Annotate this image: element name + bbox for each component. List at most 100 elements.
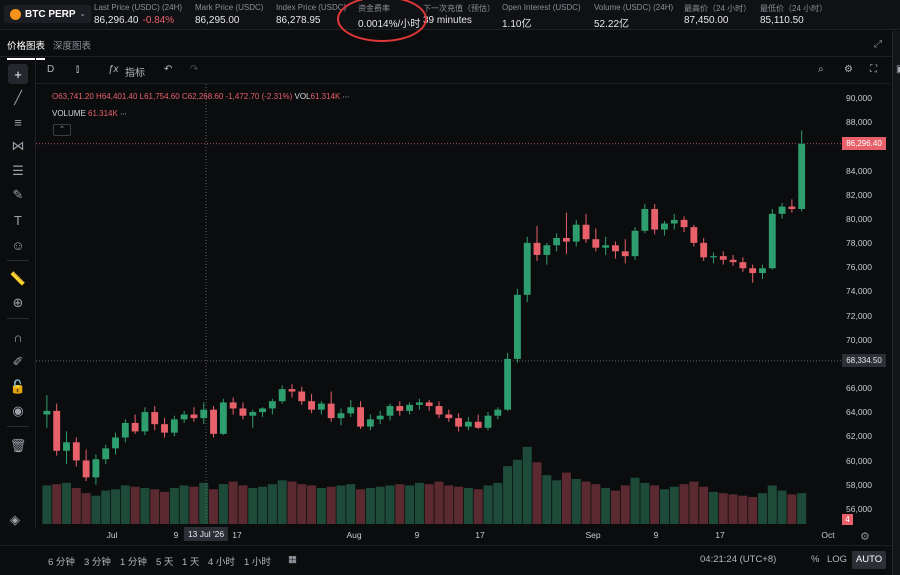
gear-icon[interactable]: ⚙ bbox=[844, 64, 853, 75]
volume-value: 61.314K bbox=[88, 109, 118, 118]
stat-mark-price: Mark Price (USDC) 86,295.00 bbox=[195, 3, 264, 26]
undo-icon[interactable]: ↶ bbox=[164, 64, 173, 75]
market-stats-bar: BTC PERP ⌄ Last Price (USDC) (24H) 86,29… bbox=[0, 0, 900, 42]
magnet-icon[interactable]: ∩ bbox=[13, 329, 23, 345]
price-tick-label: 62,000 bbox=[846, 431, 872, 442]
volume-bar bbox=[120, 485, 130, 524]
volume-bar bbox=[630, 477, 640, 524]
volume-bar bbox=[326, 486, 336, 524]
lock-drawing-icon[interactable]: ✐ bbox=[12, 354, 24, 369]
volume-bar bbox=[454, 486, 464, 524]
layers-icon[interactable]: ◈ bbox=[10, 512, 20, 527]
range-1h[interactable]: 1 小时 bbox=[244, 557, 271, 568]
brush-icon[interactable]: ✎ bbox=[12, 187, 24, 202]
price-tick-label: 66,000 bbox=[846, 383, 872, 394]
candle-body bbox=[259, 408, 266, 413]
volume-bar bbox=[385, 485, 395, 524]
candle-body bbox=[121, 422, 129, 438]
candle-type-icon[interactable]: ⫾ bbox=[76, 64, 80, 75]
candle-body bbox=[210, 409, 217, 434]
crosshair-icon[interactable]: + bbox=[8, 64, 28, 84]
volume-bar bbox=[346, 484, 356, 524]
market-selector[interactable]: BTC PERP ⌄ bbox=[4, 5, 92, 23]
volume-bar bbox=[287, 481, 297, 524]
price-tick-label: 78,000 bbox=[846, 238, 872, 249]
candle-body bbox=[798, 143, 806, 210]
time-tick-label: 17 bbox=[475, 530, 485, 540]
volume-bar bbox=[571, 479, 581, 524]
tab-price-chart[interactable]: 价格图表 bbox=[7, 38, 46, 60]
range-1min[interactable]: 1 分钟 bbox=[120, 557, 147, 568]
candle-body bbox=[572, 224, 580, 242]
candle-body bbox=[563, 238, 570, 242]
price-tick-label: 72,000 bbox=[846, 310, 872, 321]
candle-body bbox=[386, 406, 394, 416]
text-icon[interactable]: T bbox=[14, 212, 22, 228]
camera-icon[interactable]: ▣ bbox=[896, 64, 900, 75]
range-4h[interactable]: 4 小时 bbox=[208, 557, 235, 568]
indicators-button[interactable]: 指标 bbox=[125, 68, 145, 79]
candle-body bbox=[131, 422, 139, 432]
price-tick-label: 64,000 bbox=[846, 407, 872, 418]
candlestick-chart-canvas[interactable] bbox=[36, 84, 890, 528]
candle-body bbox=[239, 408, 247, 416]
candle-body bbox=[621, 251, 629, 257]
price-tick-label: 82,000 bbox=[846, 189, 872, 200]
candle-body bbox=[347, 407, 355, 414]
axis-settings-icon[interactable]: ⚙ bbox=[860, 531, 870, 543]
price-tick-label: 90,000 bbox=[846, 93, 872, 103]
fx-icon[interactable]: ƒx bbox=[108, 64, 119, 75]
volume-bar bbox=[218, 484, 228, 524]
expand-icon[interactable]: ⤢ bbox=[874, 39, 882, 50]
range-6min[interactable]: 6 分钟 bbox=[48, 557, 75, 568]
candle-body bbox=[474, 421, 482, 428]
range-5d[interactable]: 5 天 bbox=[156, 557, 174, 568]
zoom-search-icon[interactable]: ⌕ bbox=[818, 64, 824, 75]
volume-bar bbox=[238, 485, 248, 524]
candle-body bbox=[288, 389, 296, 392]
market-name: BTC PERP bbox=[25, 8, 76, 20]
price-tick-label: 56,000 bbox=[846, 504, 872, 514]
candle-body bbox=[553, 238, 561, 246]
trash-icon[interactable]: 🗑 bbox=[9, 438, 27, 453]
candle-body bbox=[602, 245, 610, 248]
side-panel-edge bbox=[892, 31, 900, 575]
eye-icon[interactable]: ◉ bbox=[12, 403, 24, 418]
volume-bar bbox=[267, 484, 277, 524]
collapse-legend-button[interactable]: ⌃ bbox=[53, 124, 71, 136]
volume-bar bbox=[365, 488, 375, 524]
tab-depth-chart[interactable]: 深度图表 bbox=[53, 41, 92, 52]
volume-bar bbox=[375, 486, 385, 524]
candle-body bbox=[141, 412, 149, 432]
horizontal-lines-icon[interactable]: ≡ bbox=[14, 114, 22, 130]
calendar-icon[interactable]: ▦ bbox=[288, 554, 297, 565]
ruler-icon[interactable]: 📏 bbox=[9, 271, 27, 286]
volume-bar bbox=[581, 481, 591, 524]
emoji-icon[interactable]: ☺ bbox=[11, 237, 25, 253]
candle-body bbox=[592, 239, 600, 248]
price-chart[interactable]: O63,741.20 H64,401.40 L61,754.60 C62,268… bbox=[36, 84, 890, 543]
stat-volume-24h: Volume (USDC) (24H) 52.22亿 bbox=[594, 3, 674, 30]
candle-body bbox=[749, 268, 757, 274]
log-toggle[interactable]: LOG bbox=[827, 554, 848, 565]
fullscreen-icon[interactable]: ⛶ bbox=[870, 64, 877, 75]
zoom-in-icon[interactable]: ⊕ bbox=[12, 295, 24, 310]
candle-body bbox=[680, 219, 688, 228]
range-3min[interactable]: 3 分钟 bbox=[84, 557, 111, 568]
candle-body bbox=[161, 424, 168, 433]
range-1d[interactable]: 1 天 bbox=[182, 557, 200, 568]
legend-dots-icon: ∙∙∙ bbox=[342, 92, 350, 101]
pattern-icon[interactable]: ⋈ bbox=[11, 138, 25, 153]
legend-vol-label: VOL bbox=[294, 92, 311, 101]
candle-body bbox=[219, 402, 227, 434]
interval-selector[interactable]: D bbox=[47, 64, 55, 75]
trend-line-icon[interactable]: ╱ bbox=[14, 90, 22, 105]
candle-body bbox=[513, 294, 521, 359]
candle-body bbox=[180, 414, 188, 420]
lock-icon[interactable]: 🔓 bbox=[9, 379, 27, 394]
redo-icon[interactable]: ↷ bbox=[190, 64, 199, 75]
fib-icon[interactable]: ☰ bbox=[12, 163, 24, 178]
candle-body bbox=[641, 209, 649, 231]
percent-toggle[interactable]: % bbox=[811, 554, 820, 565]
auto-toggle[interactable]: AUTO bbox=[852, 551, 886, 569]
